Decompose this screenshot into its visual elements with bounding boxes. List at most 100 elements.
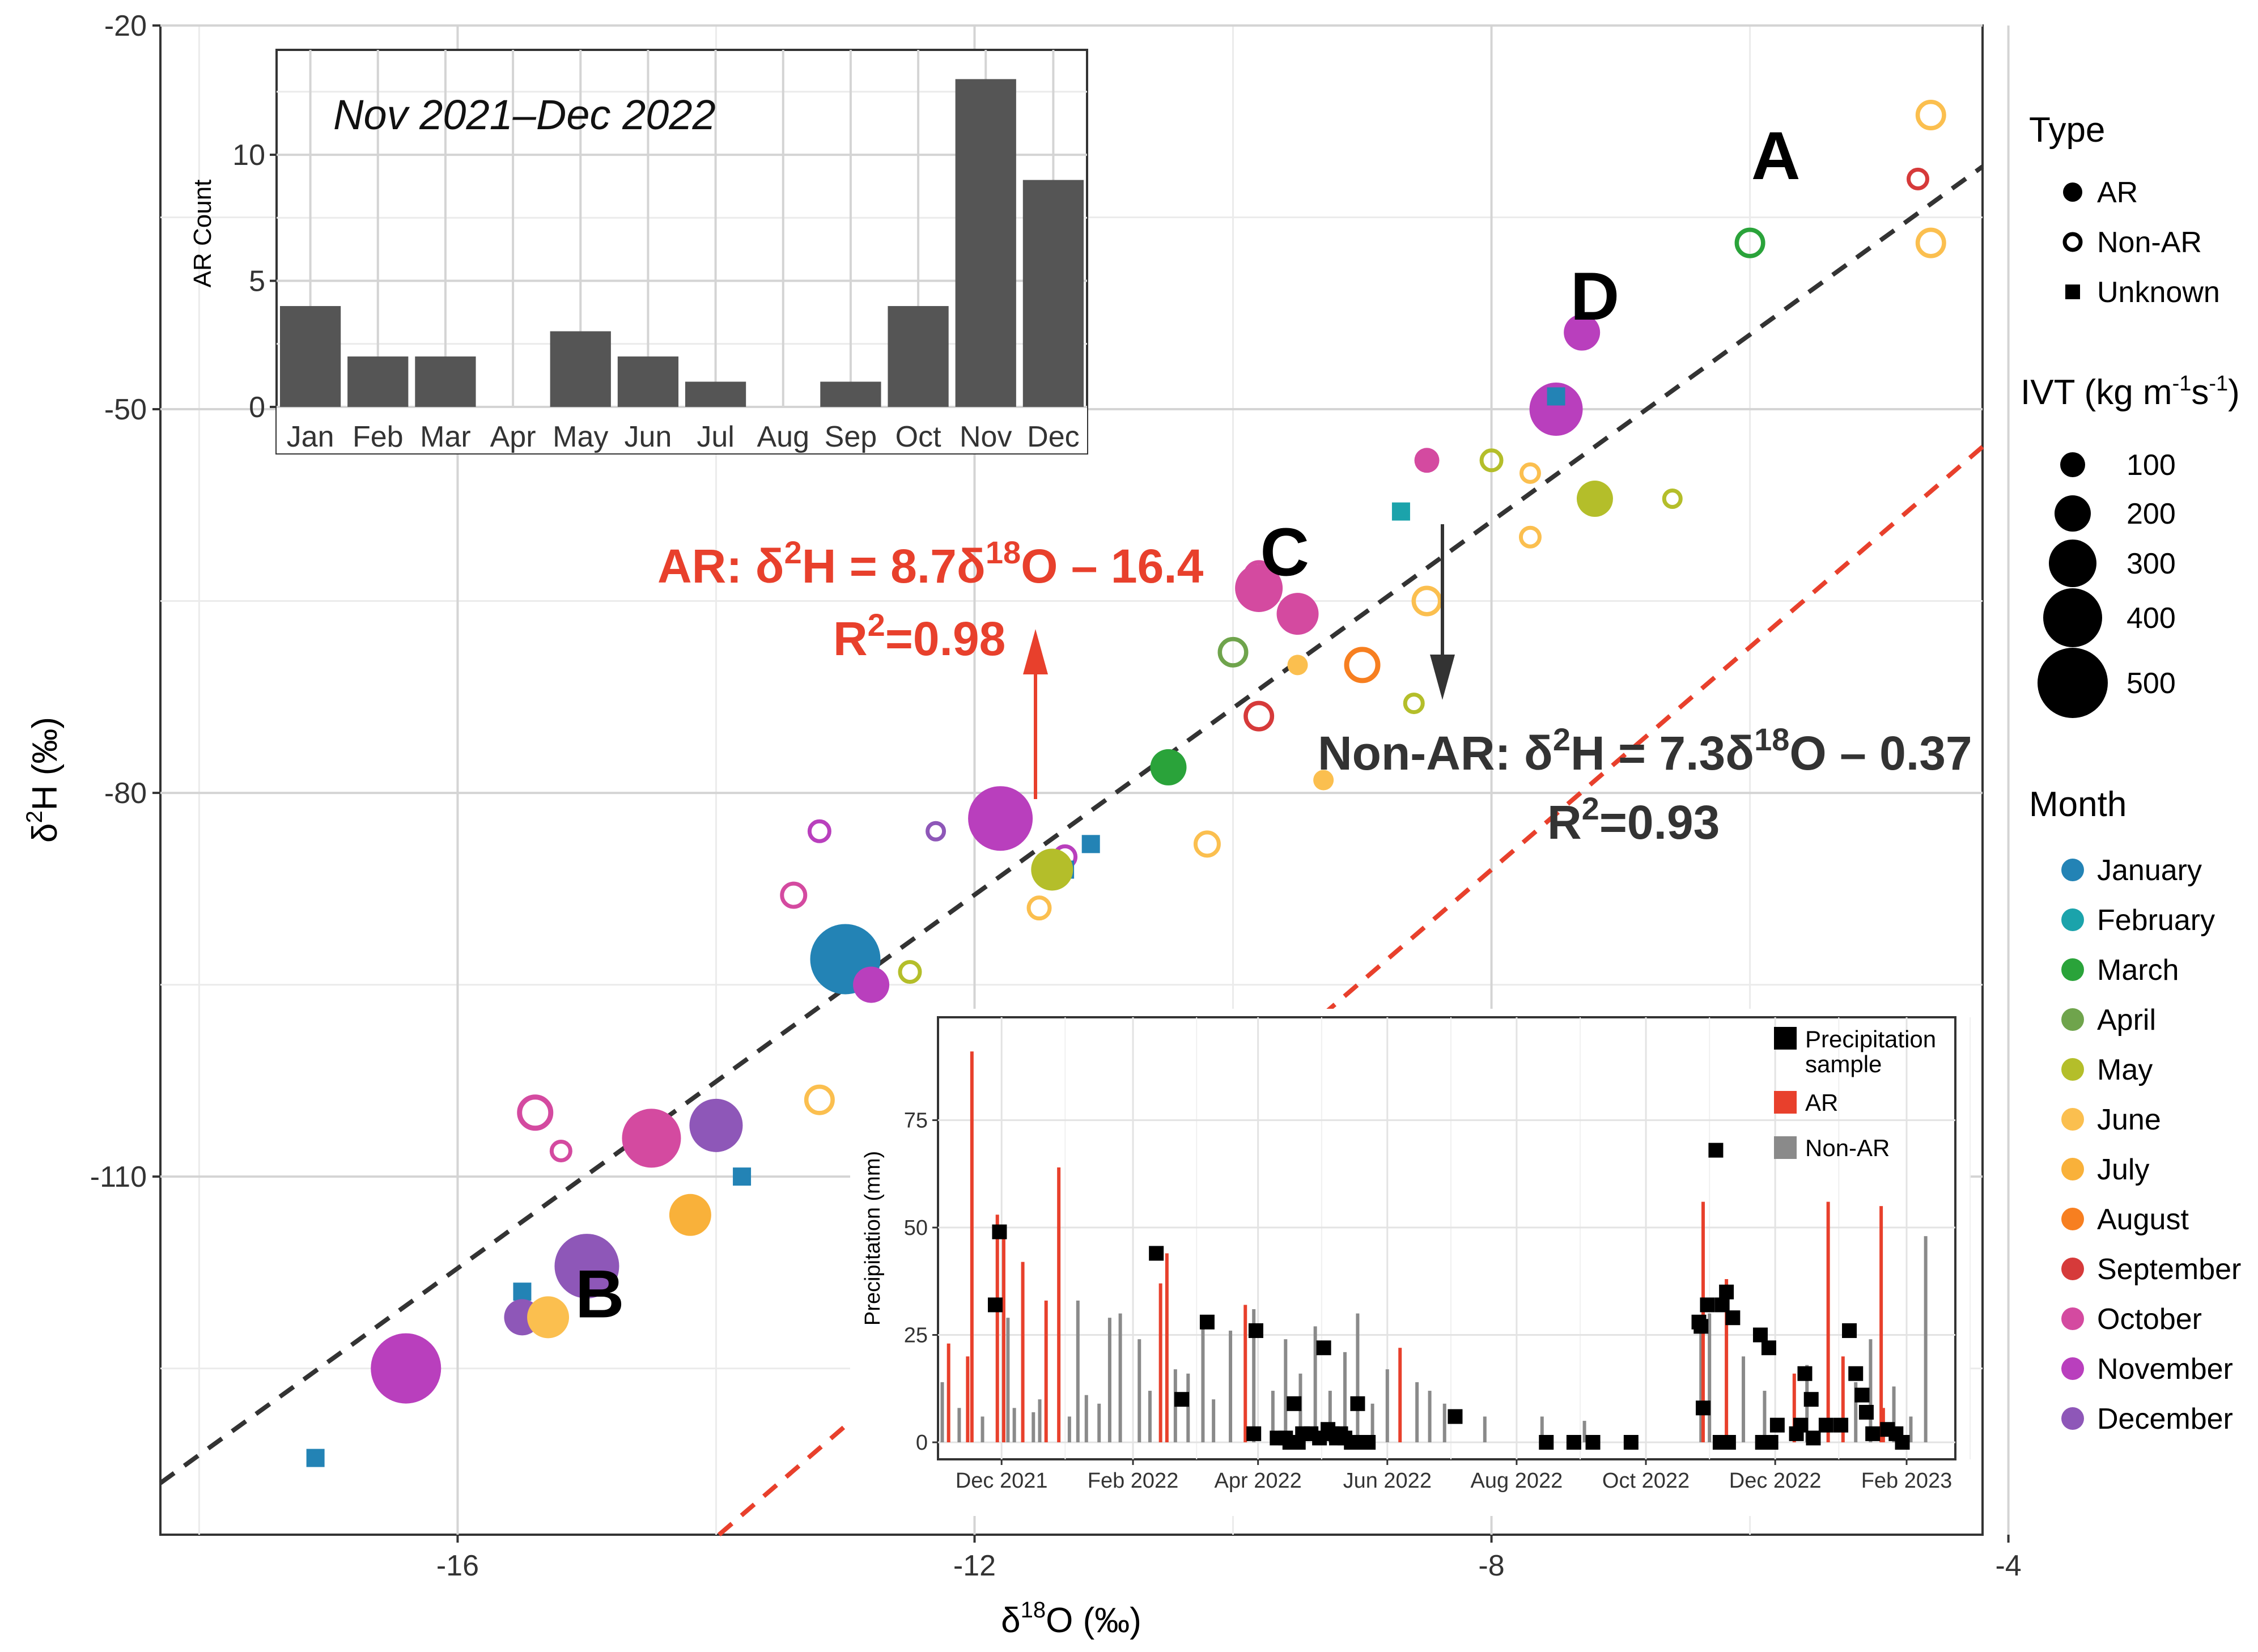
bar-sep xyxy=(820,381,881,407)
precip-sample-marker xyxy=(992,1224,1007,1239)
precip-sample-marker xyxy=(1818,1417,1833,1433)
nonar-point xyxy=(1026,895,1052,921)
precip-nonar-bar xyxy=(1097,1403,1101,1442)
bar-dec xyxy=(1022,180,1084,407)
precip-y-tick-label: 75 xyxy=(904,1109,928,1133)
x-tick-label: -4 xyxy=(1995,1549,2021,1582)
precip-nonar-bar xyxy=(1909,1416,1913,1442)
precip-nonar-bar xyxy=(1483,1416,1487,1442)
precip-ar-bar xyxy=(1398,1348,1402,1442)
y-tick-label: -110 xyxy=(90,1161,147,1194)
point-label-b: B xyxy=(575,1256,625,1332)
precip-sample-marker xyxy=(1566,1435,1581,1450)
precip-y-tick-label: 25 xyxy=(904,1324,928,1348)
precip-nonar-bar xyxy=(1076,1300,1080,1442)
precip-x-tick-label: Aug 2022 xyxy=(1471,1469,1563,1493)
precip-sample-marker xyxy=(1585,1435,1601,1450)
precip-inset-gridlines xyxy=(938,1017,1971,1459)
precip-legend-nonar-key xyxy=(1774,1136,1797,1159)
precip-nonar-bar xyxy=(1869,1339,1873,1442)
nonar-annotation-arrow xyxy=(1430,524,1455,700)
point-label-a: A xyxy=(1751,118,1801,194)
precip-legend-ar-label: AR xyxy=(1805,1089,1838,1116)
y-axis-title: δ2H (‰) xyxy=(22,717,65,843)
bar-jul xyxy=(685,381,746,407)
ar-point xyxy=(554,1234,619,1299)
nonar-point xyxy=(807,819,831,843)
month-legend-label-may: May xyxy=(2097,1054,2153,1086)
precip-inset-x-ticks: Dec 2021 Feb 2022 Apr 2022 Jun 2022 Aug 2022… xyxy=(956,1459,1952,1493)
precip-ar-bar xyxy=(970,1051,974,1442)
precip-sample-marker xyxy=(1769,1417,1785,1433)
precip-sample-marker xyxy=(1246,1426,1262,1441)
month-legend-label-september: September xyxy=(2097,1253,2241,1286)
precip-nonar-bar xyxy=(1032,1412,1035,1442)
precip-nonar-bar xyxy=(1343,1352,1347,1442)
bar-axis-strip xyxy=(277,408,1087,453)
precip-sample-marker xyxy=(1854,1387,1870,1403)
precip-nonar-bar xyxy=(1148,1391,1152,1442)
precip-nonar-bar xyxy=(1540,1416,1544,1442)
bar-inset-y-ticks: 0 5 10 xyxy=(232,139,277,424)
ar-point xyxy=(1235,564,1283,612)
precip-ar-bar xyxy=(1243,1305,1247,1442)
nonar-point xyxy=(1403,693,1425,715)
type-legend-ar-key xyxy=(2063,182,2082,202)
ivt-legend-title: IVT (kg m-1s-1) xyxy=(2021,372,2240,412)
ivt-legend-label-100: 100 xyxy=(2127,449,2176,482)
precip-sample-marker xyxy=(1361,1435,1376,1450)
ar-fit-r2: R2=0.98 xyxy=(833,607,1005,665)
bar-may xyxy=(550,331,611,407)
ivt-legend-label-200: 200 xyxy=(2127,498,2176,530)
nonar-point xyxy=(1915,227,1946,258)
precip-nonar-bar xyxy=(1415,1382,1419,1442)
precip-sample-marker xyxy=(1695,1400,1711,1416)
x-tick-label: -12 xyxy=(953,1549,996,1582)
precip-ar-bar xyxy=(995,1214,999,1442)
month-legend-key-march xyxy=(2061,958,2084,981)
nonar-point xyxy=(1344,647,1381,683)
ivt-legend-key-400 xyxy=(2043,588,2102,647)
y-tick-label: -20 xyxy=(104,10,147,43)
month-legend-key-april xyxy=(2061,1008,2084,1031)
bar-inset-x-ticks: Jan Feb Mar Apr May Jun Jul Aug Sep Oct Nov Dec xyxy=(287,421,1080,453)
precip-x-tick-label: Feb 2022 xyxy=(1088,1469,1179,1493)
precip-nonar-bar xyxy=(1582,1421,1586,1442)
month-legend-title: Month xyxy=(2029,785,2127,824)
precip-nonar-bar xyxy=(1442,1403,1446,1442)
precip-ar-bar xyxy=(1021,1262,1025,1442)
precip-x-tick-label: Apr 2022 xyxy=(1215,1469,1302,1493)
bar-x-tick-label: Jun xyxy=(624,421,672,453)
precip-nonar-bar xyxy=(1385,1369,1389,1442)
month-legend-label-january: January xyxy=(2097,854,2202,887)
nonar-point xyxy=(1518,525,1542,549)
precip-nonar-bar xyxy=(1252,1309,1256,1442)
ar-point xyxy=(527,1296,570,1339)
ar-point xyxy=(689,1098,743,1152)
type-legend-ar-label: AR xyxy=(2097,176,2138,209)
unknown-point xyxy=(306,1449,325,1467)
precip-nonar-bar xyxy=(1356,1313,1360,1442)
month-legend-key-january xyxy=(2061,859,2084,881)
ar-point xyxy=(1150,749,1187,785)
unknown-point xyxy=(513,1282,532,1301)
nonar-fit-r2: R2=0.93 xyxy=(1547,791,1720,849)
nonar-point xyxy=(926,821,947,842)
type-legend-nonar-label: Non-AR xyxy=(2097,226,2202,259)
precip-sample-marker xyxy=(1763,1435,1779,1450)
precip-nonar-bar xyxy=(1038,1399,1042,1442)
nonar-point xyxy=(898,960,922,984)
precip-sample-marker xyxy=(1316,1340,1331,1356)
precip-sample-marker xyxy=(1752,1327,1768,1343)
precipitation-inset: 0 25 50 75 Dec 2021 Feb 2022 Apr 2022 Jun 2022… xyxy=(850,1009,1971,1516)
precip-sample-marker xyxy=(1721,1435,1736,1450)
precip-sample-marker xyxy=(1719,1284,1734,1299)
month-legend-label-november: November xyxy=(2097,1353,2233,1386)
ar-point xyxy=(371,1333,442,1404)
x-axis-ticks: -16 -12 -8 -4 xyxy=(436,1535,2022,1582)
precip-nonar-bar xyxy=(1313,1326,1317,1442)
precip-nonar-bar xyxy=(1699,1330,1703,1442)
precip-nonar-bar xyxy=(1708,1313,1712,1442)
ar-point xyxy=(1313,770,1334,791)
ivt-legend-key-200 xyxy=(2055,495,2091,532)
